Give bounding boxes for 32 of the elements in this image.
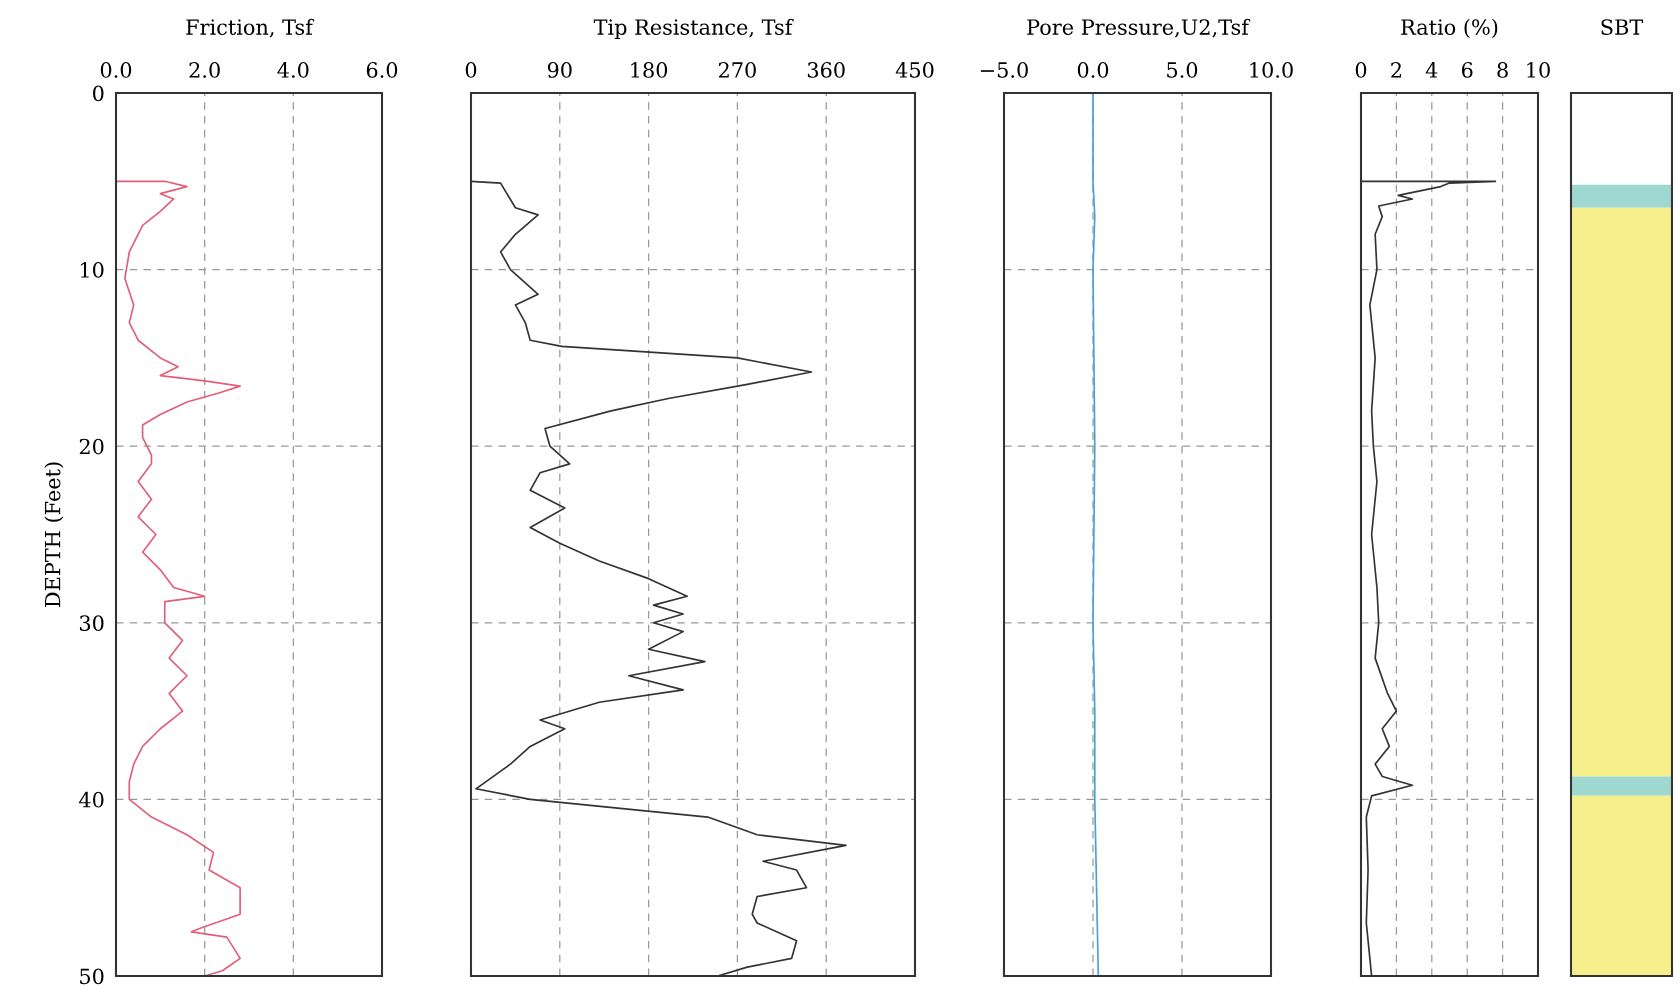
x-tick-label: 2 xyxy=(1391,62,1401,78)
chart-title: Pore Pressure,U2,Tsf xyxy=(1027,18,1251,38)
y-axis-title: DEPTH (Feet) xyxy=(44,462,64,607)
x-tick-label: 90 xyxy=(547,62,572,78)
y-tick-label: 50 xyxy=(80,968,104,985)
chart-title: Friction, Tsf xyxy=(186,18,315,38)
x-tick-label: 360 xyxy=(807,62,845,78)
y-tick-label: 20 xyxy=(79,438,104,455)
y-tick-label: 10 xyxy=(80,262,104,278)
x-tick-label: 6.0 xyxy=(366,62,398,78)
x-tick-label: 0.0 xyxy=(1077,62,1109,78)
x-tick-label: 10 xyxy=(1527,62,1550,78)
chart-title: Tip Resistance, Tsf xyxy=(593,18,794,39)
x-tick-label: 4 xyxy=(1425,62,1438,78)
x-tick-label: 0 xyxy=(1355,62,1367,78)
x-tick-label: 0.0 xyxy=(100,62,132,78)
x-tick-label: 0 xyxy=(465,62,477,78)
x-tick-label: 6 xyxy=(1461,62,1473,78)
x-tick-label: 8 xyxy=(1497,62,1508,78)
x-tick-label: 2.0 xyxy=(189,62,220,78)
x-tick-label: 10.0 xyxy=(1250,62,1293,78)
x-tick-label: −5.0 xyxy=(980,62,1028,78)
x-tick-label: 180 xyxy=(631,62,668,78)
text: SBT xyxy=(1601,19,1644,35)
y-tick-label: 40 xyxy=(79,791,104,808)
x-tick-label: 4.0 xyxy=(277,62,309,78)
x-tick-label: 450 xyxy=(895,62,934,78)
x-tick-label: 5.0 xyxy=(1167,62,1198,78)
y-tick-label: 0 xyxy=(93,85,104,102)
x-tick-label: 270 xyxy=(718,62,756,78)
y-tick-label: 30 xyxy=(79,615,104,632)
chart-title: Ratio (%) xyxy=(1401,18,1498,38)
